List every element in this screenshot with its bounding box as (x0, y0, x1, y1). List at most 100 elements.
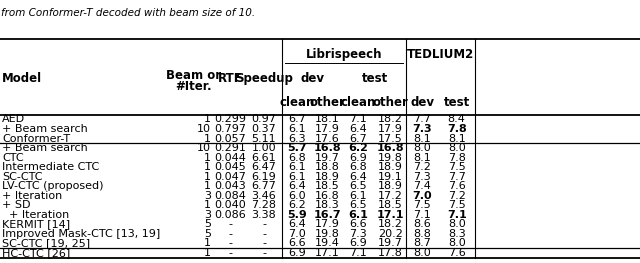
Text: 6.61: 6.61 (252, 153, 276, 163)
Text: 6.0: 6.0 (288, 191, 306, 201)
Text: 8.0: 8.0 (448, 239, 465, 249)
Text: 7.8: 7.8 (448, 153, 465, 163)
Text: 19.8: 19.8 (316, 229, 340, 239)
Text: 1: 1 (204, 248, 211, 258)
Text: 3: 3 (204, 191, 211, 201)
Text: 1: 1 (204, 181, 211, 191)
Text: 8.7: 8.7 (413, 239, 431, 249)
Text: 7.5: 7.5 (448, 200, 465, 210)
Text: Beam or: Beam or (166, 69, 221, 83)
Text: 18.8: 18.8 (316, 162, 340, 172)
Text: 17.1: 17.1 (376, 210, 404, 220)
Text: Model: Model (2, 72, 42, 85)
Text: LV-CTC (proposed): LV-CTC (proposed) (2, 181, 104, 191)
Text: other: other (310, 96, 346, 109)
Text: 16.8: 16.8 (314, 143, 342, 153)
Text: 19.8: 19.8 (378, 153, 403, 163)
Text: 17.2: 17.2 (378, 191, 403, 201)
Text: dev: dev (300, 72, 324, 85)
Text: + Iteration: + Iteration (2, 210, 69, 220)
Text: 7.5: 7.5 (448, 162, 465, 172)
Text: -: - (228, 239, 232, 249)
Text: -: - (262, 239, 266, 249)
Text: test: test (362, 72, 388, 85)
Text: 8.3: 8.3 (448, 229, 465, 239)
Text: Speedup: Speedup (235, 72, 293, 85)
Text: 6.1: 6.1 (288, 124, 306, 134)
Text: 5.7: 5.7 (287, 143, 307, 153)
Text: 10: 10 (197, 124, 211, 134)
Text: 7.1: 7.1 (447, 210, 467, 220)
Text: 3.46: 3.46 (252, 191, 276, 201)
Text: 8.1: 8.1 (448, 134, 465, 144)
Text: 3.38: 3.38 (252, 210, 276, 220)
Text: 18.9: 18.9 (378, 181, 403, 191)
Text: 16.8: 16.8 (376, 143, 404, 153)
Text: 0.37: 0.37 (252, 124, 276, 134)
Text: 7.1: 7.1 (349, 248, 367, 258)
Text: 8.6: 8.6 (413, 219, 431, 229)
Text: 6.8: 6.8 (349, 162, 367, 172)
Text: 6.47: 6.47 (252, 162, 276, 172)
Text: KERMIT [14]: KERMIT [14] (2, 219, 70, 229)
Text: -: - (262, 219, 266, 229)
Text: 1: 1 (204, 172, 211, 182)
Text: 0.299: 0.299 (214, 114, 246, 124)
Text: 7.3: 7.3 (349, 229, 367, 239)
Text: 8.8: 8.8 (413, 229, 431, 239)
Text: 1: 1 (204, 200, 211, 210)
Text: 6.1: 6.1 (349, 191, 367, 201)
Text: 6.4: 6.4 (288, 181, 306, 191)
Text: 8.4: 8.4 (448, 114, 465, 124)
Text: 18.2: 18.2 (378, 219, 403, 229)
Text: other: other (372, 96, 408, 109)
Text: 0.084: 0.084 (214, 191, 246, 201)
Text: 18.5: 18.5 (316, 181, 340, 191)
Text: CTC: CTC (2, 153, 24, 163)
Text: 1: 1 (204, 134, 211, 144)
Text: SC-CTC [19, 25]: SC-CTC [19, 25] (2, 239, 90, 249)
Text: 6.6: 6.6 (349, 219, 367, 229)
Text: HC-CTC [26]: HC-CTC [26] (2, 248, 70, 258)
Text: -: - (262, 248, 266, 258)
Text: 7.8: 7.8 (447, 124, 467, 134)
Text: 18.3: 18.3 (316, 200, 340, 210)
Text: 7.2: 7.2 (448, 191, 465, 201)
Text: 17.9: 17.9 (378, 124, 403, 134)
Text: 6.3: 6.3 (288, 134, 306, 144)
Text: 17.9: 17.9 (316, 124, 340, 134)
Text: 1: 1 (204, 153, 211, 163)
Text: 0.040: 0.040 (214, 200, 246, 210)
Text: 8.0: 8.0 (413, 143, 431, 153)
Text: 5: 5 (204, 219, 211, 229)
Text: 0.086: 0.086 (214, 210, 246, 220)
Text: 17.6: 17.6 (316, 134, 340, 144)
Text: 6.7: 6.7 (288, 114, 306, 124)
Text: 6.2: 6.2 (348, 143, 369, 153)
Text: 10: 10 (197, 143, 211, 153)
Text: 1: 1 (204, 239, 211, 249)
Text: + SD: + SD (2, 200, 31, 210)
Text: 17.5: 17.5 (378, 134, 403, 144)
Text: 6.4: 6.4 (288, 219, 306, 229)
Text: 3: 3 (204, 210, 211, 220)
Text: 6.7: 6.7 (349, 134, 367, 144)
Text: 7.28: 7.28 (252, 200, 276, 210)
Text: 18.1: 18.1 (316, 114, 340, 124)
Text: 19.7: 19.7 (316, 153, 340, 163)
Text: 6.2: 6.2 (288, 200, 306, 210)
Text: 1: 1 (204, 114, 211, 124)
Text: -: - (262, 229, 266, 239)
Text: clean: clean (340, 96, 376, 109)
Text: 8.0: 8.0 (448, 143, 465, 153)
Text: 8.1: 8.1 (413, 153, 431, 163)
Text: 0.043: 0.043 (214, 181, 246, 191)
Text: Conformer-T: Conformer-T (2, 134, 70, 144)
Text: 0.047: 0.047 (214, 172, 246, 182)
Text: 6.4: 6.4 (349, 124, 367, 134)
Text: 8.0: 8.0 (413, 248, 431, 258)
Text: Intermediate CTC: Intermediate CTC (2, 162, 99, 172)
Text: 6.9: 6.9 (349, 239, 367, 249)
Text: 0.97: 0.97 (252, 114, 276, 124)
Text: #Iter.: #Iter. (175, 80, 212, 93)
